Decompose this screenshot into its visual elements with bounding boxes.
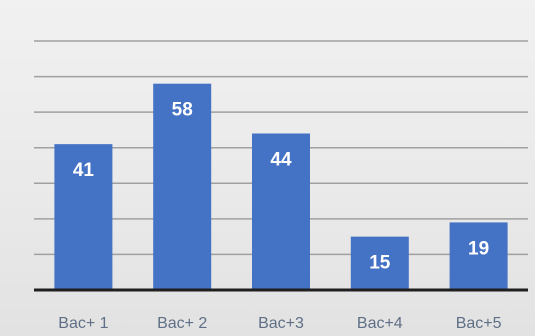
x-tick-label-4: Bac+5 bbox=[456, 315, 502, 332]
data-label-2: 44 bbox=[270, 149, 292, 170]
bars bbox=[54, 84, 507, 290]
data-label-4: 19 bbox=[468, 238, 489, 259]
data-label-1: 58 bbox=[172, 100, 193, 121]
x-tick-label-0: Bac+ 1 bbox=[58, 315, 108, 332]
x-tick-label-2: Bac+3 bbox=[258, 315, 304, 332]
x-tick-label-1: Bac+ 2 bbox=[157, 315, 207, 332]
x-tick-labels: Bac+ 1 Bac+ 2 Bac+3 Bac+4 Bac+5 bbox=[58, 315, 501, 332]
x-tick-label-3: Bac+4 bbox=[357, 315, 403, 332]
data-label-3: 15 bbox=[369, 253, 391, 274]
data-label-0: 41 bbox=[73, 160, 95, 181]
